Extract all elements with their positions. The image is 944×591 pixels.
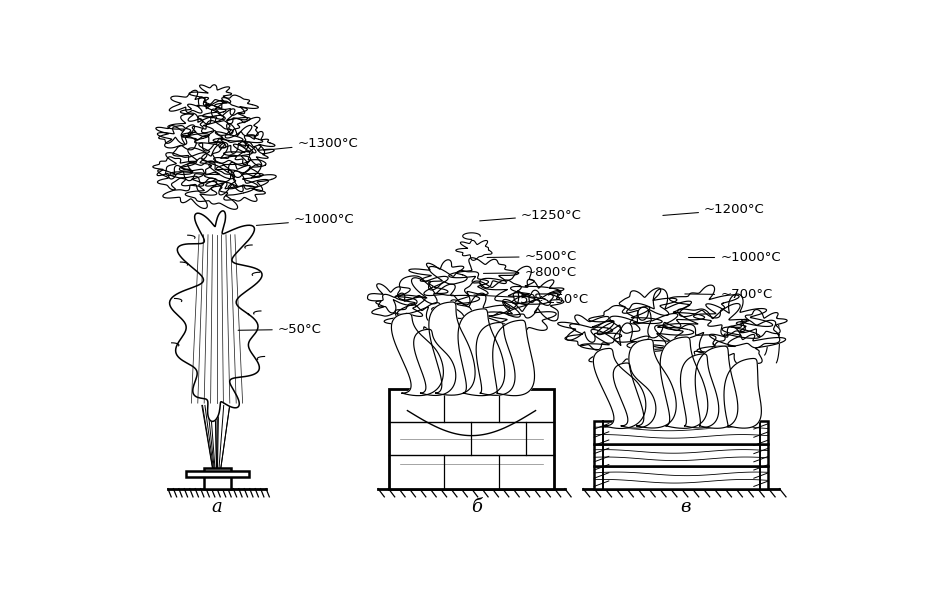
Polygon shape bbox=[395, 278, 479, 322]
Text: в: в bbox=[680, 498, 690, 516]
Polygon shape bbox=[168, 113, 224, 137]
Polygon shape bbox=[580, 323, 666, 366]
Polygon shape bbox=[213, 151, 265, 177]
Polygon shape bbox=[169, 211, 261, 421]
Polygon shape bbox=[588, 306, 662, 335]
Polygon shape bbox=[156, 125, 191, 144]
Polygon shape bbox=[179, 142, 250, 178]
Polygon shape bbox=[198, 109, 250, 135]
Polygon shape bbox=[180, 97, 226, 124]
Polygon shape bbox=[448, 258, 518, 288]
Polygon shape bbox=[214, 95, 258, 115]
Polygon shape bbox=[510, 280, 564, 306]
Polygon shape bbox=[693, 294, 772, 336]
Polygon shape bbox=[507, 290, 564, 321]
Text: ~50°C: ~50°C bbox=[238, 323, 321, 336]
Bar bbox=[389, 388, 553, 489]
Polygon shape bbox=[458, 309, 504, 395]
Bar bbox=[594, 444, 767, 466]
Polygon shape bbox=[397, 276, 447, 304]
Polygon shape bbox=[384, 303, 456, 341]
Bar bbox=[185, 472, 249, 477]
Polygon shape bbox=[618, 288, 676, 320]
Polygon shape bbox=[391, 313, 443, 395]
Polygon shape bbox=[695, 346, 737, 428]
Polygon shape bbox=[735, 310, 786, 337]
Polygon shape bbox=[158, 165, 204, 191]
Polygon shape bbox=[663, 304, 759, 352]
Polygon shape bbox=[696, 326, 784, 363]
Polygon shape bbox=[721, 319, 779, 348]
Polygon shape bbox=[476, 323, 514, 395]
Polygon shape bbox=[185, 178, 254, 209]
Text: ~1200°C: ~1200°C bbox=[662, 203, 764, 216]
Polygon shape bbox=[593, 349, 645, 428]
Polygon shape bbox=[215, 171, 268, 202]
Polygon shape bbox=[680, 354, 718, 428]
Polygon shape bbox=[626, 289, 704, 338]
Polygon shape bbox=[153, 157, 196, 179]
Polygon shape bbox=[660, 337, 707, 428]
Polygon shape bbox=[367, 284, 416, 313]
Polygon shape bbox=[609, 307, 693, 348]
Polygon shape bbox=[429, 302, 475, 395]
Text: ~500°C: ~500°C bbox=[486, 250, 576, 263]
Polygon shape bbox=[557, 315, 612, 342]
Polygon shape bbox=[162, 176, 216, 209]
Text: а: а bbox=[211, 498, 222, 516]
Polygon shape bbox=[239, 132, 275, 154]
Text: ~700°C: ~700°C bbox=[684, 288, 771, 301]
Polygon shape bbox=[225, 118, 260, 138]
Polygon shape bbox=[224, 142, 274, 167]
Polygon shape bbox=[212, 124, 262, 154]
Bar bbox=[204, 468, 230, 489]
Bar bbox=[594, 466, 767, 489]
Polygon shape bbox=[158, 125, 209, 150]
Text: ~1300°C: ~1300°C bbox=[263, 137, 358, 150]
Text: б: б bbox=[471, 498, 482, 516]
Text: ~1000°C: ~1000°C bbox=[688, 251, 780, 264]
Polygon shape bbox=[627, 324, 717, 365]
Polygon shape bbox=[413, 329, 455, 395]
Polygon shape bbox=[565, 320, 621, 350]
Polygon shape bbox=[409, 260, 466, 290]
Polygon shape bbox=[424, 267, 488, 305]
Polygon shape bbox=[723, 358, 761, 428]
Polygon shape bbox=[455, 280, 548, 317]
Polygon shape bbox=[669, 285, 738, 318]
Polygon shape bbox=[485, 300, 556, 336]
Text: ~800°C: ~800°C bbox=[483, 266, 576, 279]
Polygon shape bbox=[169, 90, 211, 113]
Text: 50÷250°C: 50÷250°C bbox=[473, 293, 588, 306]
Polygon shape bbox=[371, 293, 425, 323]
Text: ~1250°C: ~1250°C bbox=[480, 209, 582, 222]
Polygon shape bbox=[628, 339, 676, 428]
Bar bbox=[594, 421, 767, 444]
Polygon shape bbox=[202, 101, 247, 124]
Polygon shape bbox=[181, 121, 243, 151]
Polygon shape bbox=[165, 152, 211, 181]
Text: ~1000°C: ~1000°C bbox=[256, 213, 354, 226]
Polygon shape bbox=[480, 267, 560, 309]
Polygon shape bbox=[198, 138, 252, 166]
Polygon shape bbox=[170, 161, 231, 193]
Polygon shape bbox=[431, 293, 513, 337]
Polygon shape bbox=[492, 320, 534, 396]
Polygon shape bbox=[228, 164, 276, 191]
Polygon shape bbox=[204, 163, 263, 195]
Polygon shape bbox=[613, 363, 655, 428]
Polygon shape bbox=[189, 85, 231, 106]
Polygon shape bbox=[173, 135, 225, 163]
Polygon shape bbox=[455, 241, 492, 261]
